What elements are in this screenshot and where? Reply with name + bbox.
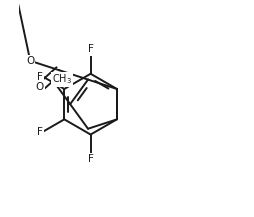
Text: O: O bbox=[36, 82, 44, 92]
Text: F: F bbox=[37, 127, 43, 136]
Text: F: F bbox=[87, 154, 93, 164]
Text: O: O bbox=[26, 56, 34, 66]
Text: CH$_3$: CH$_3$ bbox=[52, 73, 72, 87]
Text: F: F bbox=[37, 72, 43, 82]
Text: F: F bbox=[87, 44, 93, 54]
